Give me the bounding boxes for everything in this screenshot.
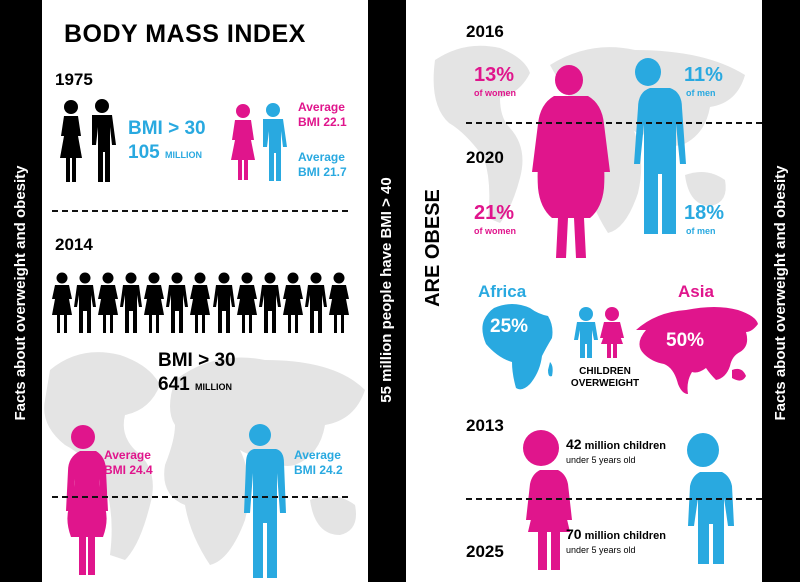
women-label-2020: of women bbox=[474, 226, 516, 236]
women-pct-2016: 13% bbox=[474, 64, 515, 86]
year-2014: 2014 bbox=[55, 235, 93, 254]
asia-label: Asia bbox=[678, 282, 714, 301]
men-label-2016: of men bbox=[686, 88, 716, 98]
asia-map-icon bbox=[636, 307, 758, 394]
count-1975-unit: MILLION bbox=[164, 150, 202, 160]
bmi-2014: BMI > 30 bbox=[158, 350, 236, 371]
right-side-caption: Facts about overweight and obesity bbox=[772, 165, 789, 421]
women-pct-2020: 21% bbox=[474, 202, 515, 224]
avg-men-1975-label: Average bbox=[298, 150, 345, 164]
divider-left-2 bbox=[52, 496, 348, 498]
africa-label: Africa bbox=[478, 282, 527, 301]
obese-man-icon bbox=[626, 58, 686, 234]
count-2014-value: 641 bbox=[158, 374, 190, 395]
crowd-man-icon bbox=[120, 272, 143, 333]
year-1975: 1975 bbox=[55, 70, 93, 89]
crowd-man-icon bbox=[258, 272, 281, 333]
year-2020: 2020 bbox=[466, 148, 504, 167]
crowd-man-icon bbox=[212, 272, 235, 333]
right-side-bar bbox=[762, 0, 800, 582]
avg-women-1975: Average BMI 22.1 bbox=[298, 100, 347, 130]
children-icon bbox=[574, 307, 624, 358]
africa-pct: 25% bbox=[490, 316, 529, 337]
count-2014: 641 MILLION bbox=[158, 374, 232, 396]
middle-side-bar bbox=[368, 0, 406, 582]
avg-men-2014-label: Average bbox=[294, 448, 341, 462]
crowd-woman-icon bbox=[236, 272, 257, 333]
year-2013: 2013 bbox=[466, 416, 504, 435]
crowd-man-icon bbox=[166, 272, 189, 333]
children-2013: 42 million children bbox=[566, 436, 666, 452]
avg-men-2014-value: BMI 24.2 bbox=[294, 463, 343, 477]
children-2025-unit: million children bbox=[584, 530, 666, 542]
men-pct-2016: 11% bbox=[684, 64, 723, 86]
divider-left-1 bbox=[52, 210, 348, 212]
man-2014-icon bbox=[244, 424, 286, 578]
avg-women-2014-value: BMI 24.4 bbox=[104, 463, 153, 477]
left-side-caption: Facts about overweight and obesity bbox=[12, 165, 29, 421]
children-label-line2: OVERWEIGHT bbox=[570, 378, 640, 389]
children-label-line1: CHILDREN bbox=[579, 366, 631, 377]
couple-1975-icon bbox=[60, 99, 116, 182]
count-1975: 105 MILLION bbox=[128, 142, 202, 164]
world-map-left-icon bbox=[44, 352, 365, 565]
crowd-woman-icon bbox=[144, 272, 165, 333]
crowd-man-icon bbox=[304, 272, 327, 333]
crowd-woman-icon bbox=[328, 272, 349, 333]
avg-men-2014: Average BMI 24.2 bbox=[294, 448, 343, 478]
africa-map-icon bbox=[482, 304, 553, 390]
woman-2014-icon bbox=[66, 425, 108, 575]
men-pct-2020: 18% bbox=[684, 202, 725, 224]
divider-right-2 bbox=[466, 498, 762, 500]
avg-men-1975: Average BMI 21.7 bbox=[298, 150, 347, 180]
avg-women-2014: Average BMI 24.4 bbox=[104, 448, 153, 478]
crowd-woman-icon bbox=[98, 272, 119, 333]
crowd-woman-icon bbox=[190, 272, 211, 333]
left-side-bar bbox=[0, 0, 42, 582]
crowd-2014-icons bbox=[50, 272, 350, 334]
crowd-man-icon bbox=[74, 272, 97, 333]
women-label-2016: of women bbox=[474, 88, 516, 98]
girl-icon bbox=[523, 430, 572, 570]
middle-side-caption: 55 million people have BMI > 40 bbox=[378, 177, 395, 403]
asia-pct: 50% bbox=[666, 330, 705, 351]
count-2014-unit: MILLION bbox=[194, 382, 232, 392]
avg-men-1975-value: BMI 21.7 bbox=[298, 165, 347, 179]
crowd-woman-icon bbox=[282, 272, 303, 333]
avg-women-2014-label: Average bbox=[104, 448, 151, 462]
children-2025: 70 million children bbox=[566, 526, 666, 542]
children-overweight-label: CHILDREN OVERWEIGHT bbox=[562, 366, 648, 390]
year-2016: 2016 bbox=[466, 22, 504, 41]
crowd-woman-icon bbox=[52, 272, 72, 333]
children-2013-unit: million children bbox=[584, 440, 666, 452]
children-2025-sub: under 5 years old bbox=[566, 545, 636, 555]
children-2013-sub: under 5 years old bbox=[566, 455, 636, 465]
divider-right-1 bbox=[466, 122, 762, 124]
couple-1975-colored-icon bbox=[231, 103, 287, 181]
count-1975-value: 105 bbox=[128, 142, 160, 163]
obese-woman-icon bbox=[532, 65, 610, 258]
children-2025-count: 70 bbox=[566, 526, 582, 542]
bmi-1975: BMI > 30 bbox=[128, 118, 206, 139]
children-2013-count: 42 bbox=[566, 436, 582, 452]
page-title: BODY MASS INDEX bbox=[64, 20, 306, 48]
avg-women-1975-label: Average bbox=[298, 100, 345, 114]
avg-women-1975-value: BMI 22.1 bbox=[298, 115, 347, 129]
boy-icon bbox=[684, 433, 734, 564]
year-2025: 2025 bbox=[466, 542, 504, 561]
men-label-2020: of men bbox=[686, 226, 716, 236]
